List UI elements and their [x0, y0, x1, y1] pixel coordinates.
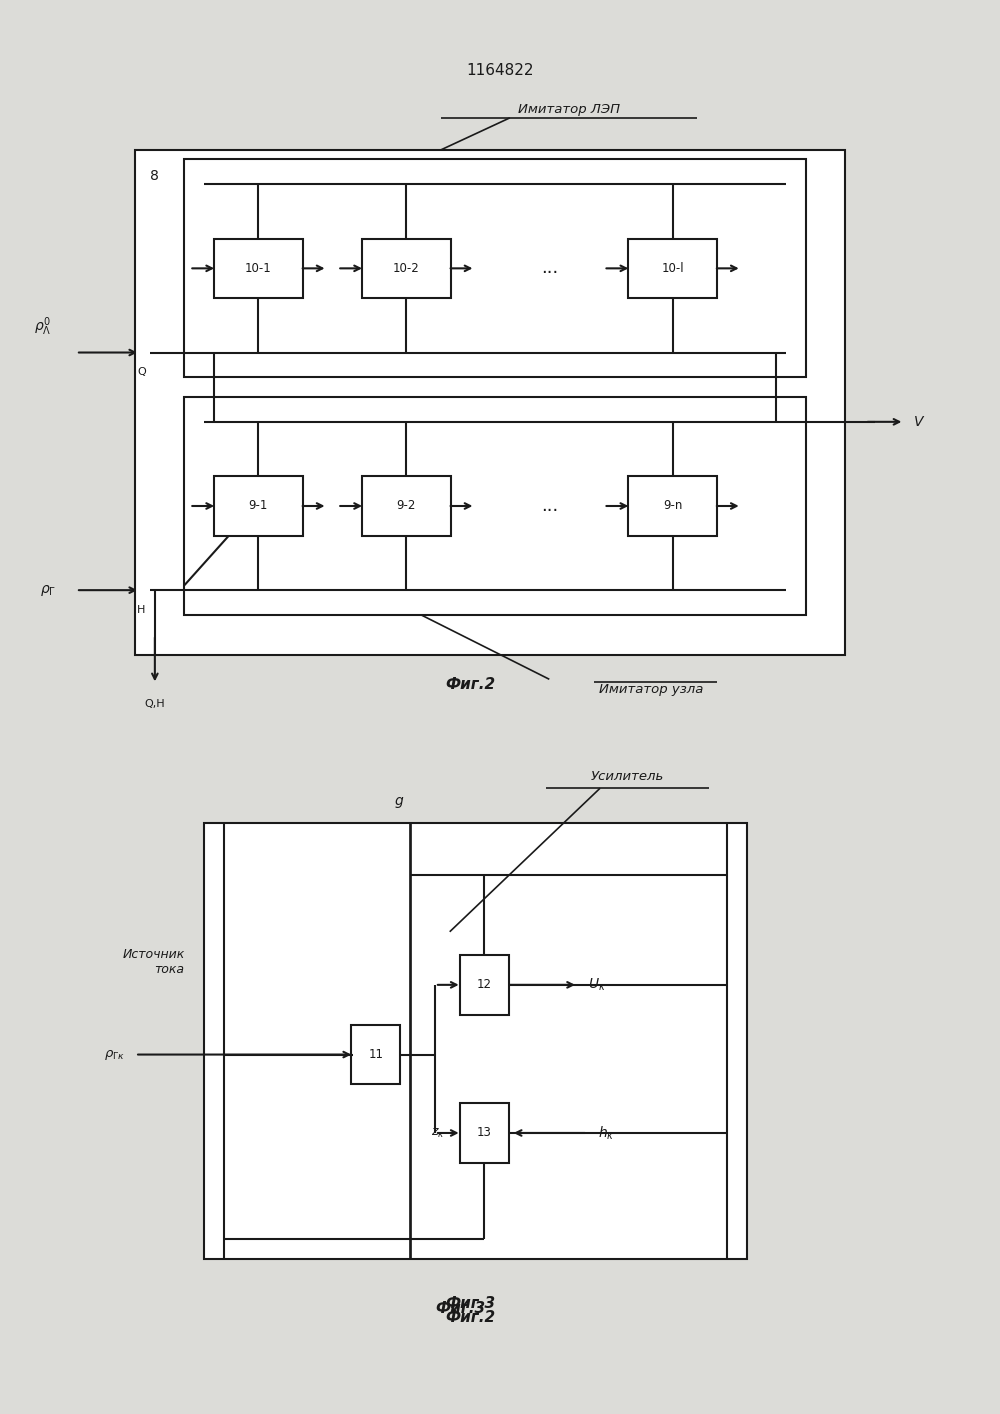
Text: ...: ... [541, 259, 558, 277]
Text: ...: ... [541, 496, 558, 515]
Text: Фиг.2: Фиг.2 [445, 1311, 495, 1325]
Text: Фиг.3: Фиг.3 [445, 1295, 495, 1311]
Text: Имитатор ЛЭП: Имитатор ЛЭП [518, 103, 620, 116]
Text: 12: 12 [477, 978, 492, 991]
Bar [460, 954, 509, 1015]
Text: 10-1: 10-1 [245, 262, 272, 274]
Text: $\rho_\Gamma$: $\rho_\Gamma$ [40, 583, 56, 598]
Text: Q,H: Q,H [145, 699, 165, 708]
Text: 10-l: 10-l [661, 262, 684, 274]
Bar [362, 239, 451, 298]
Text: Источник
тока: Источник тока [122, 949, 184, 976]
Bar [184, 397, 806, 615]
Bar [184, 160, 806, 378]
Text: g: g [395, 795, 404, 807]
Text: 11: 11 [368, 1048, 383, 1060]
Text: 9-n: 9-n [663, 499, 682, 512]
Text: Имитатор узла: Имитатор узла [599, 683, 703, 696]
Text: 9-1: 9-1 [249, 499, 268, 512]
Bar [204, 823, 747, 1258]
Bar [214, 477, 303, 536]
Text: 13: 13 [477, 1127, 492, 1140]
Text: Фиг.2: Фиг.2 [445, 677, 495, 691]
Text: Фиг.3: Фиг.3 [435, 1301, 486, 1315]
Text: 8: 8 [150, 170, 159, 184]
Text: V: V [914, 414, 924, 428]
Text: 10-2: 10-2 [393, 262, 420, 274]
Text: $\rho^0_\Lambda$: $\rho^0_\Lambda$ [34, 315, 51, 338]
Bar [460, 1103, 509, 1162]
Bar [362, 477, 451, 536]
Text: $z_\kappa$: $z_\kappa$ [431, 1127, 445, 1140]
Text: H: H [137, 605, 145, 615]
Text: Усилитель: Усилитель [591, 771, 664, 783]
Text: $\rho_{\Gamma\kappa}$: $\rho_{\Gamma\kappa}$ [104, 1048, 125, 1062]
Bar [214, 239, 303, 298]
Text: 1164822: 1164822 [466, 62, 534, 78]
Text: $h_\kappa$: $h_\kappa$ [598, 1124, 614, 1141]
Bar [351, 1025, 400, 1085]
Text: 9-2: 9-2 [397, 499, 416, 512]
Text: $U_\kappa$: $U_\kappa$ [588, 977, 606, 993]
Text: Q: Q [137, 368, 146, 378]
Bar [135, 150, 845, 655]
Bar [628, 239, 717, 298]
Bar [628, 477, 717, 536]
